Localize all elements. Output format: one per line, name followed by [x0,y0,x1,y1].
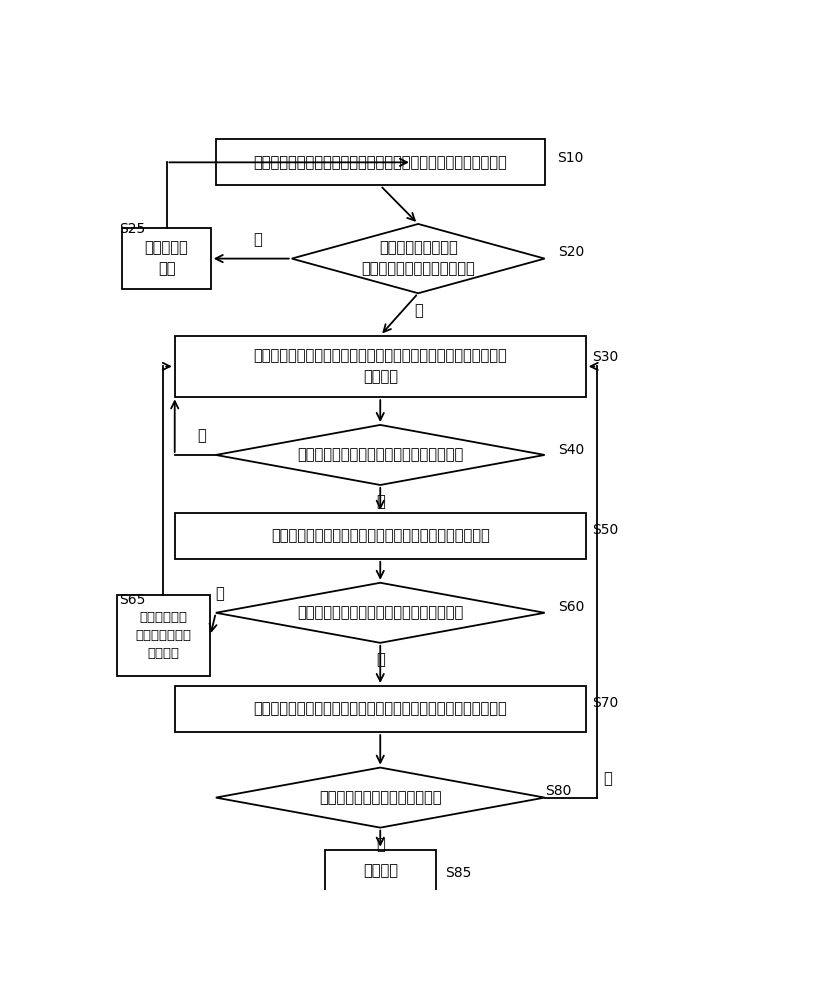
Text: 保持自平衡机
器人以两轮平衡
模式运行: 保持自平衡机 器人以两轮平衡 模式运行 [135,611,191,660]
Text: S85: S85 [445,866,471,880]
Text: 判断自平衡机器人是否停止工作: 判断自平衡机器人是否停止工作 [319,790,441,805]
Bar [215,139,545,185]
Text: 初始化，读取存储的配置参数及支撑件运动时状态切换的判断依据: 初始化，读取存储的配置参数及支撑件运动时状态切换的判断依据 [254,155,507,170]
Text: S70: S70 [592,696,619,710]
Text: S20: S20 [559,245,585,259]
Text: 否: 否 [215,586,224,601]
Text: S80: S80 [545,784,571,798]
Text: 控制支撑件
复位: 控制支撑件 复位 [144,241,188,277]
Bar [122,228,211,289]
Bar [117,595,211,676]
Bar [175,513,586,559]
Text: 否: 否 [197,428,206,443]
Text: 控制回收支撑件，控制自平衡机器人以两轮平衡模式运行: 控制回收支撑件，控制自平衡机器人以两轮平衡模式运行 [271,528,490,543]
Text: 判断自平衡机器人是否收到收起支撑件指令: 判断自平衡机器人是否收到收起支撑件指令 [297,447,463,462]
Text: 否: 否 [253,232,262,247]
Bar [325,850,436,892]
Text: S40: S40 [559,443,585,457]
Bar [175,336,586,397]
Polygon shape [215,768,545,828]
Bar [175,686,586,732]
Text: S50: S50 [592,523,619,537]
Text: 是: 是 [414,303,423,318]
Polygon shape [215,583,545,643]
Text: 控制下放支撑件，控制自平衡机器人静止站立或进入四轮运行模式: 控制下放支撑件，控制自平衡机器人静止站立或进入四轮运行模式 [254,702,507,717]
Text: 否: 否 [604,771,612,786]
Text: S60: S60 [559,600,585,614]
Polygon shape [215,425,545,485]
Text: 判断自平衡机器人是否收到下放支撑件指令: 判断自平衡机器人是否收到下放支撑件指令 [297,605,463,620]
Text: 是: 是 [376,837,384,852]
Text: 是: 是 [376,652,384,667]
Text: 是: 是 [376,494,384,509]
Text: S65: S65 [119,593,145,607]
Text: 检测支撑件的位置，
判断支撑件是否处于下放位置: 检测支撑件的位置， 判断支撑件是否处于下放位置 [361,241,475,277]
Text: 保持初始状态下自平衡机器人静止站立或四轮运行模式，同时进行
指令查询: 保持初始状态下自平衡机器人静止站立或四轮运行模式，同时进行 指令查询 [254,348,507,384]
Text: S25: S25 [119,222,145,236]
Text: 停止工作: 停止工作 [363,863,397,878]
Polygon shape [292,224,545,293]
Text: S10: S10 [557,151,583,165]
Text: S30: S30 [592,350,619,364]
